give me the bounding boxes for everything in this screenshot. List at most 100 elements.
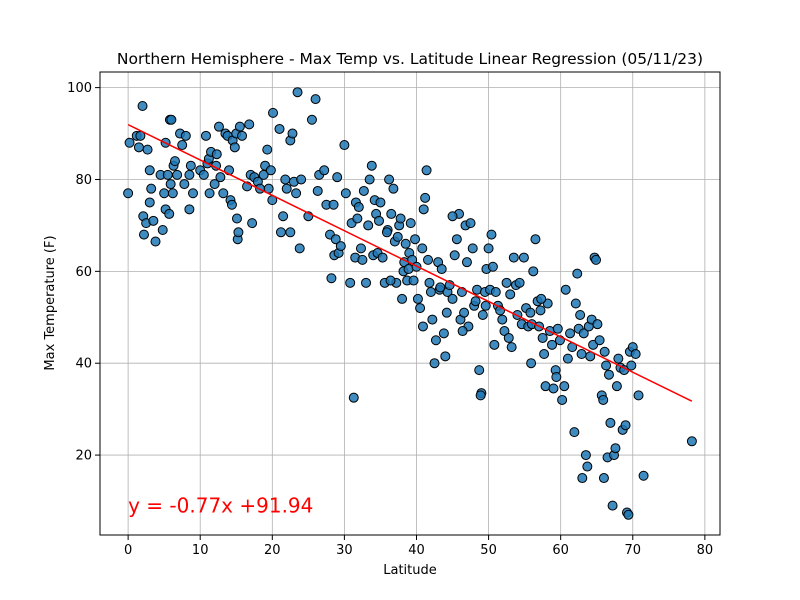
data-point (395, 213, 406, 224)
data-point (172, 169, 183, 180)
data-point (594, 335, 605, 346)
regression-line-group (127, 123, 693, 402)
x-tick-label: 50 (480, 543, 497, 558)
y-tick-label: 40 (75, 357, 92, 372)
data-point (184, 169, 195, 180)
regression-line (127, 123, 693, 402)
data-point (420, 192, 431, 203)
data-point (388, 183, 399, 194)
data-point (124, 137, 135, 148)
data-point (483, 243, 494, 254)
data-point (397, 293, 408, 304)
data-point (530, 234, 541, 245)
data-point (557, 394, 568, 405)
data-point (180, 130, 191, 141)
data-point (613, 353, 624, 364)
data-point (352, 213, 363, 224)
data-point (166, 114, 177, 125)
data-point (514, 277, 525, 288)
data-point (340, 188, 351, 199)
data-point (486, 229, 497, 240)
data-point (150, 236, 161, 247)
data-point (526, 358, 537, 369)
data-point (423, 254, 434, 265)
data-point (503, 332, 514, 343)
y-axis-label: Max Temperature (F) (43, 235, 58, 370)
data-point (133, 142, 144, 153)
data-point (480, 300, 491, 311)
data-point (465, 218, 476, 229)
data-point (457, 326, 468, 337)
data-point (638, 470, 649, 481)
data-point (470, 296, 481, 307)
data-point (548, 383, 559, 394)
data-point (385, 275, 396, 286)
data-points (123, 87, 697, 520)
data-point (505, 289, 516, 300)
data-point (330, 234, 341, 245)
data-point (247, 218, 258, 229)
data-point (291, 188, 302, 199)
data-point (598, 394, 609, 405)
data-point (572, 268, 583, 279)
data-point (157, 225, 168, 236)
x-tick-label: 40 (408, 543, 425, 558)
data-point (377, 252, 388, 263)
x-tick-label: 0 (124, 543, 132, 558)
y-tick-label: 60 (75, 265, 92, 280)
data-point (274, 123, 285, 134)
data-point (234, 121, 245, 132)
data-point (605, 417, 616, 428)
data-point (421, 165, 432, 176)
data-point (467, 243, 478, 254)
data-point (518, 252, 529, 263)
data-point (144, 197, 155, 208)
data-point (436, 264, 447, 275)
data-point (560, 284, 571, 295)
data-point (477, 309, 488, 320)
data-point (237, 130, 248, 141)
data-point (312, 185, 323, 196)
data-point (570, 298, 581, 309)
data-point (427, 314, 438, 325)
data-point (142, 144, 153, 155)
data-point (400, 238, 411, 249)
x-tick-label: 20 (264, 543, 281, 558)
data-point (177, 140, 188, 151)
data-point (188, 188, 198, 199)
data-point (528, 266, 539, 277)
data-point (287, 128, 298, 139)
data-point (447, 293, 458, 304)
data-point (461, 257, 472, 268)
data-point (345, 277, 356, 288)
data-point (610, 443, 621, 454)
data-point (591, 254, 601, 265)
data-point (459, 307, 470, 318)
data-point (438, 328, 449, 339)
data-point (429, 358, 440, 369)
data-point (412, 293, 423, 304)
data-point (386, 208, 397, 219)
data-point (611, 381, 622, 392)
data-point (164, 208, 175, 219)
data-point (280, 174, 291, 185)
data-point (339, 140, 350, 151)
data-point (335, 241, 346, 252)
data-point (148, 215, 159, 226)
y-tick-label: 80 (75, 173, 92, 188)
data-point (415, 303, 426, 314)
data-point (489, 339, 500, 350)
data-point (633, 390, 644, 401)
data-point (405, 218, 416, 229)
data-point (536, 293, 547, 304)
data-point (294, 243, 305, 254)
data-point (244, 119, 255, 130)
data-point (575, 309, 586, 320)
data-point (211, 149, 222, 160)
data-point (326, 273, 337, 284)
data-point (229, 142, 240, 153)
data-point (159, 188, 170, 199)
data-point (144, 165, 155, 176)
data-point (601, 360, 612, 371)
data-point (198, 169, 209, 180)
